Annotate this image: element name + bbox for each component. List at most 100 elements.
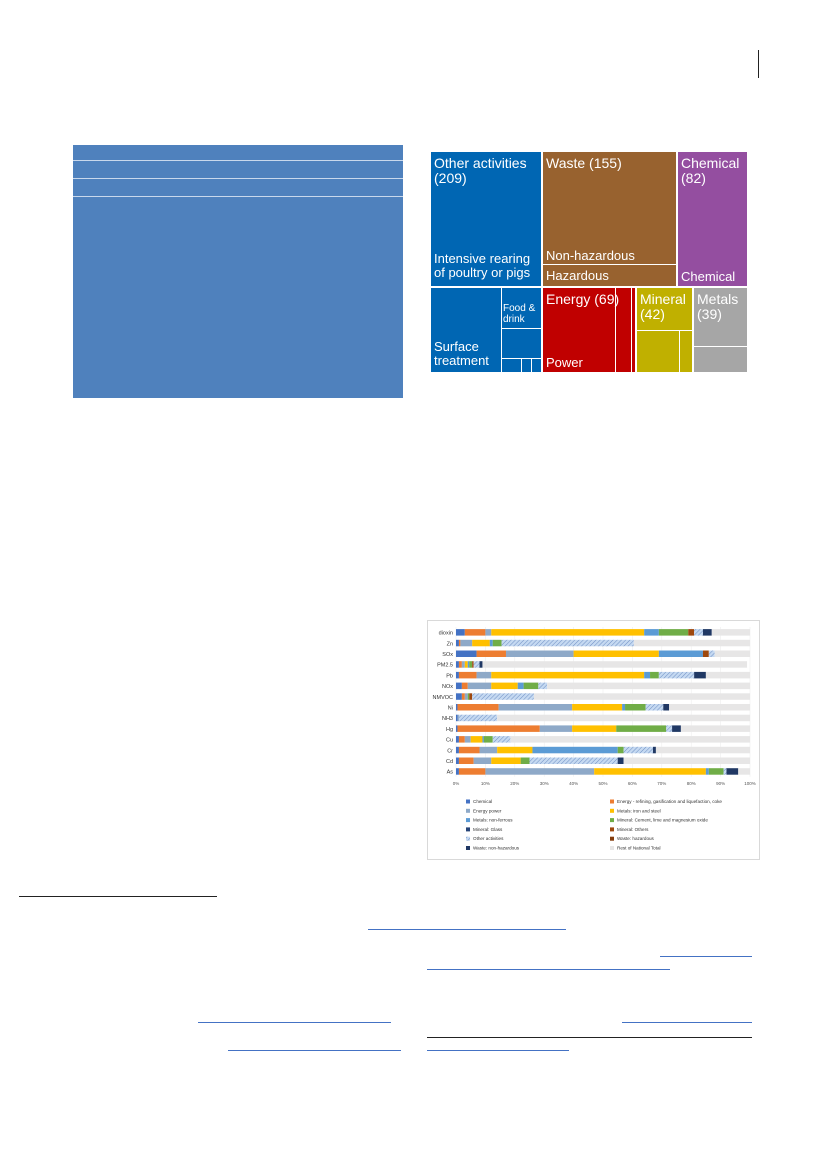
bar-segment	[458, 661, 462, 668]
bar-segment	[498, 704, 573, 711]
bar-segment	[479, 746, 498, 754]
x-tick-label: 10%	[481, 781, 490, 786]
category-label: NH3	[442, 716, 453, 722]
category-label: Cd	[446, 759, 453, 765]
x-tick-label: 90%	[716, 781, 725, 786]
footnote-link[interactable]	[368, 929, 566, 930]
bar-segment	[456, 693, 462, 700]
bar-segment	[623, 746, 653, 754]
x-tick-label: 80%	[687, 781, 696, 786]
bar-segment	[633, 639, 750, 647]
table-rule	[73, 178, 403, 179]
header-rule	[758, 50, 759, 78]
bar-segment	[723, 768, 727, 775]
tile-waste: Waste (155) Non-hazardous Hazardous	[542, 151, 677, 287]
bar-segment	[483, 736, 493, 743]
bar-segment	[456, 650, 477, 657]
legend-label: Other activities	[473, 836, 504, 841]
bar-segment	[705, 671, 750, 679]
bar-segment	[694, 671, 706, 679]
tile-divider	[637, 330, 692, 331]
bar-segment	[467, 661, 470, 668]
bar-segment	[457, 704, 499, 711]
category-label: Zn	[447, 641, 453, 647]
legend-swatch	[466, 846, 470, 850]
legend-label: Waste: hazardous	[617, 836, 655, 841]
bar-segment	[458, 714, 498, 722]
bar-segment	[457, 714, 459, 722]
bar-segment	[482, 661, 748, 668]
footnote-link[interactable]	[622, 1022, 752, 1023]
footnote-link[interactable]	[660, 956, 752, 957]
bar-segment	[456, 704, 458, 711]
bar-segment	[644, 629, 659, 636]
legend-swatch	[466, 799, 470, 804]
tile-metals: Metals (39)	[693, 287, 748, 373]
legend-label: Mineral: Others	[617, 827, 649, 832]
bar-segment	[491, 682, 518, 690]
bar-segment	[694, 629, 703, 636]
bar-segment	[479, 661, 483, 668]
tile-sub: Intensive rearing of poultry or pigs	[434, 251, 531, 281]
tile-title: Mineral (42)	[640, 291, 686, 323]
bar-segment	[489, 639, 493, 647]
footnote-link[interactable]	[427, 1050, 569, 1051]
category-label: NMVOC	[433, 695, 454, 701]
bar-segment	[672, 725, 681, 732]
tile-divider	[543, 264, 676, 265]
category-label: PM2.5	[437, 663, 453, 669]
tile-title: Waste (155)	[546, 155, 622, 171]
bar-segment	[520, 757, 530, 764]
legend-label: Metals: iron and steel	[617, 808, 661, 813]
legend-label: Rest of National Total	[617, 846, 661, 851]
bar-segment	[572, 704, 623, 711]
tile-divider	[615, 288, 616, 372]
footnote-link[interactable]	[228, 1050, 401, 1051]
legend-swatch	[466, 818, 470, 823]
bar-segment	[702, 650, 709, 657]
x-tick-label: 60%	[628, 781, 637, 786]
bar-segment	[492, 639, 502, 647]
x-tick-label: 0%	[453, 781, 460, 786]
bar-segment	[663, 704, 670, 711]
bar-segment	[469, 693, 473, 700]
bar-segment	[456, 757, 459, 764]
tile-chemical: Chemical (82) Chemical	[677, 151, 748, 287]
legend-label: Energy - refining, gasification and liqu…	[617, 799, 722, 804]
bar-segment	[573, 650, 659, 657]
x-tick-label: 100%	[744, 781, 756, 786]
bar-segment	[467, 693, 470, 700]
table-rule	[73, 196, 403, 197]
tile-food-drink: Food & drink	[503, 303, 536, 325]
legend-swatch	[610, 808, 614, 813]
bar-segment	[547, 682, 750, 690]
footnote-link[interactable]	[198, 1022, 391, 1023]
bar-segment	[497, 746, 533, 754]
bar-segment	[456, 629, 465, 636]
bar-segment	[464, 693, 468, 700]
footnote-link[interactable]	[427, 969, 670, 970]
bar-segment	[472, 693, 534, 700]
legend-label: Mineral: Glass	[473, 827, 503, 832]
bar-segment	[491, 629, 645, 636]
tile-surface-treatment: Food & drink Surface treatment	[430, 287, 543, 374]
bar-segment	[473, 757, 492, 764]
bar-chart-svg: dioxin Zn SOx PM2.5 Pb NOx NMVOC Ni NH3 Hg Cu Cr Cd A…	[433, 627, 756, 851]
bar-segment	[616, 725, 667, 732]
bar-segment	[532, 746, 618, 754]
bar-segment	[456, 725, 458, 732]
bar-segment	[476, 650, 506, 657]
tile-sub: Power	[546, 355, 583, 370]
bar-segment	[456, 661, 459, 668]
bar-segment	[652, 746, 656, 754]
tile-divider	[631, 288, 632, 372]
bar-segment	[485, 768, 595, 775]
tile-divider	[501, 358, 543, 359]
bar-segment	[594, 768, 706, 775]
bar-segment	[456, 768, 459, 775]
table-rule	[73, 160, 403, 161]
bar-segment	[658, 629, 689, 636]
tile-divider	[521, 358, 522, 374]
bar-segment	[711, 629, 750, 636]
blue-table-panel	[73, 145, 403, 398]
